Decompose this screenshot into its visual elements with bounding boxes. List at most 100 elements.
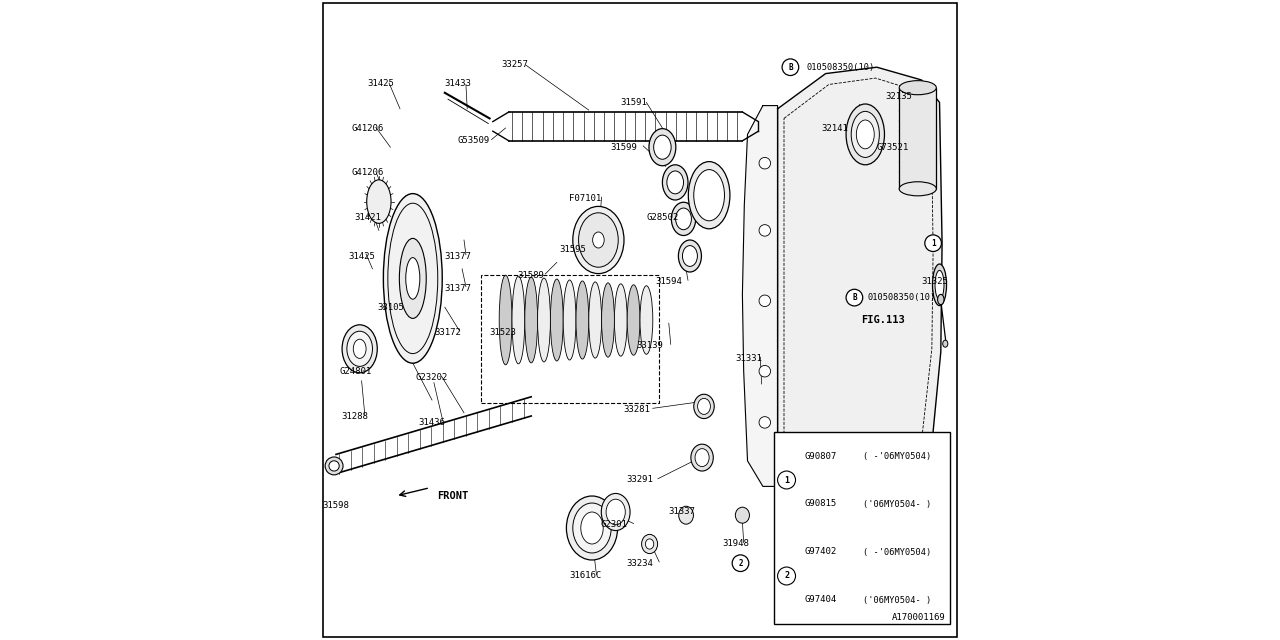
Text: 33257: 33257 <box>502 60 529 68</box>
Ellipse shape <box>602 493 630 531</box>
Text: G97404: G97404 <box>805 595 837 605</box>
Text: 31523: 31523 <box>489 328 516 337</box>
Text: 33105: 33105 <box>378 303 403 312</box>
Text: 31325: 31325 <box>922 277 947 286</box>
Ellipse shape <box>614 284 627 356</box>
Text: 33291: 33291 <box>627 476 653 484</box>
Circle shape <box>759 157 771 169</box>
Circle shape <box>759 225 771 236</box>
Text: 31616C: 31616C <box>570 572 602 580</box>
Circle shape <box>777 567 796 585</box>
Bar <box>774 432 950 624</box>
Text: A170001169: A170001169 <box>892 613 945 622</box>
Circle shape <box>759 417 771 428</box>
Ellipse shape <box>627 285 640 355</box>
Text: 2: 2 <box>785 572 788 580</box>
Text: 010508350(10): 010508350(10) <box>806 63 874 72</box>
Ellipse shape <box>538 278 550 362</box>
Ellipse shape <box>607 499 626 525</box>
Ellipse shape <box>593 232 604 248</box>
Ellipse shape <box>342 325 378 372</box>
Text: 31433: 31433 <box>444 79 471 88</box>
Text: B: B <box>788 63 792 72</box>
Text: 1: 1 <box>931 239 936 248</box>
Ellipse shape <box>353 339 366 358</box>
Text: 33281: 33281 <box>623 405 650 414</box>
Ellipse shape <box>581 512 603 544</box>
Text: 31599: 31599 <box>611 143 637 152</box>
Ellipse shape <box>682 246 698 266</box>
Text: 31425: 31425 <box>367 79 394 88</box>
Text: 31377: 31377 <box>444 284 471 292</box>
Text: 31425: 31425 <box>348 252 375 260</box>
Ellipse shape <box>676 208 691 230</box>
Ellipse shape <box>366 180 392 223</box>
Ellipse shape <box>399 239 426 319</box>
Ellipse shape <box>694 170 724 221</box>
Ellipse shape <box>576 281 589 359</box>
Ellipse shape <box>846 104 884 165</box>
Text: 31591: 31591 <box>621 98 646 107</box>
Ellipse shape <box>694 394 714 419</box>
Ellipse shape <box>667 171 684 194</box>
Text: ('06MY0504- ): ('06MY0504- ) <box>863 499 931 509</box>
Text: 31598: 31598 <box>323 501 349 510</box>
Text: G41206: G41206 <box>352 124 384 132</box>
Ellipse shape <box>942 340 947 347</box>
Ellipse shape <box>645 539 654 549</box>
Text: G41206: G41206 <box>352 168 384 177</box>
Ellipse shape <box>672 202 696 236</box>
Ellipse shape <box>689 162 730 229</box>
Circle shape <box>846 289 863 306</box>
Ellipse shape <box>640 285 653 355</box>
Text: 32141: 32141 <box>822 124 849 132</box>
Text: ( -'06MY0504): ( -'06MY0504) <box>863 451 931 461</box>
Text: B: B <box>852 293 856 302</box>
Ellipse shape <box>602 283 614 357</box>
Ellipse shape <box>347 332 372 367</box>
Ellipse shape <box>512 276 525 364</box>
Text: G2301: G2301 <box>602 520 627 529</box>
Ellipse shape <box>934 270 945 299</box>
Circle shape <box>924 235 942 252</box>
Ellipse shape <box>388 204 438 354</box>
Ellipse shape <box>406 258 420 300</box>
Text: 1: 1 <box>785 476 788 484</box>
Ellipse shape <box>550 279 563 361</box>
Text: G97402: G97402 <box>805 547 837 557</box>
Ellipse shape <box>851 111 879 157</box>
Circle shape <box>732 555 749 572</box>
Text: G23202: G23202 <box>416 373 448 382</box>
Text: 31589: 31589 <box>518 271 544 280</box>
Text: ( -'06MY0504): ( -'06MY0504) <box>863 547 931 557</box>
Text: G90807: G90807 <box>805 451 837 461</box>
Circle shape <box>777 471 796 489</box>
Text: 33139: 33139 <box>636 341 663 350</box>
Ellipse shape <box>566 496 618 560</box>
Ellipse shape <box>736 507 750 524</box>
Ellipse shape <box>691 444 713 471</box>
Polygon shape <box>742 106 777 486</box>
Ellipse shape <box>899 182 937 196</box>
Circle shape <box>329 461 339 471</box>
Circle shape <box>759 365 771 377</box>
Text: 33172: 33172 <box>435 328 461 337</box>
Text: 31436: 31436 <box>419 418 445 427</box>
Text: FRONT: FRONT <box>438 491 468 501</box>
Ellipse shape <box>499 275 512 365</box>
Text: ('06MY0504- ): ('06MY0504- ) <box>863 595 931 605</box>
Ellipse shape <box>573 207 625 274</box>
Text: 33234: 33234 <box>627 559 653 568</box>
Ellipse shape <box>589 282 602 358</box>
Text: G24801: G24801 <box>339 367 371 376</box>
Text: 31377: 31377 <box>444 252 471 260</box>
Circle shape <box>759 295 771 307</box>
Text: 31594: 31594 <box>655 277 682 286</box>
Ellipse shape <box>678 506 694 524</box>
Text: 2: 2 <box>739 559 742 568</box>
Ellipse shape <box>932 264 947 306</box>
Ellipse shape <box>641 534 658 554</box>
Ellipse shape <box>899 81 937 95</box>
Text: 010508350(10): 010508350(10) <box>868 293 936 302</box>
Polygon shape <box>777 67 942 496</box>
